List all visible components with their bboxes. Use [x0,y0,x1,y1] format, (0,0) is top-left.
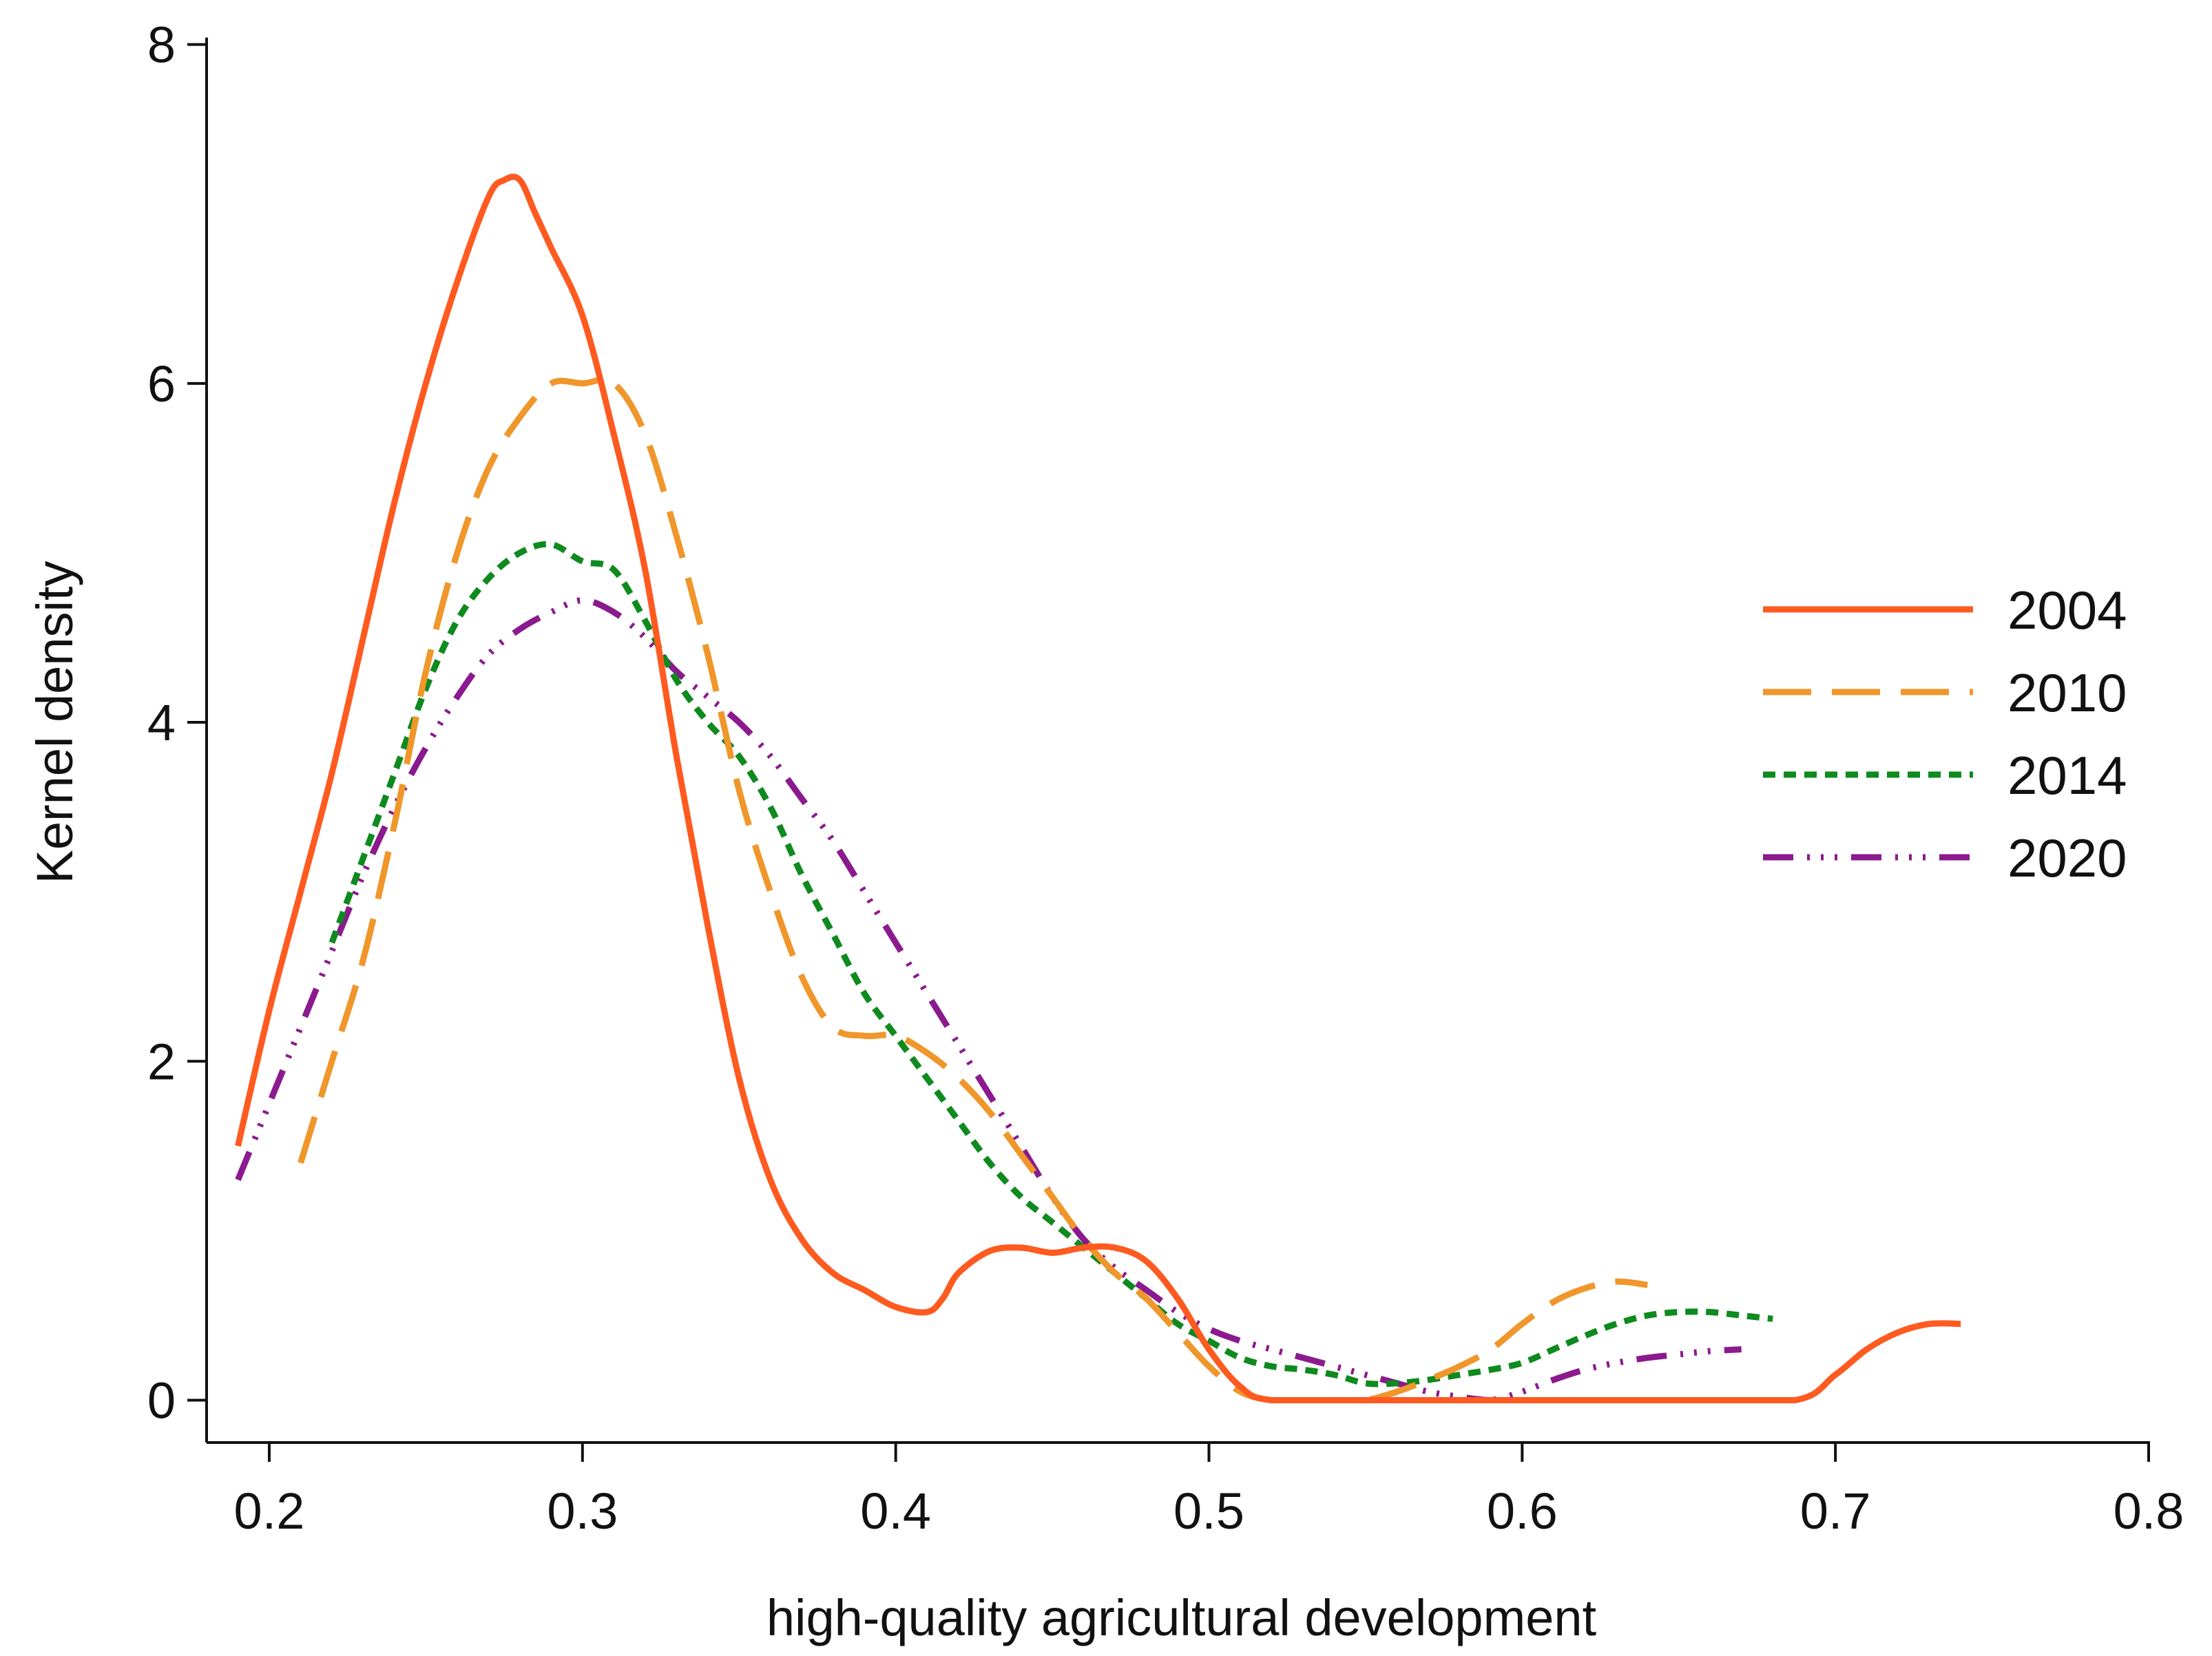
y-tick-label: 0 [147,1372,176,1429]
y-tick-label: 6 [147,355,176,412]
legend-label: 2010 [2007,662,2127,723]
series-line-2014 [328,541,1773,1387]
y-tick-label: 8 [147,17,176,74]
series-line-2010 [298,376,1648,1403]
y-axis-title: Kernel density [26,561,83,884]
legend-label: 2020 [2007,828,2127,888]
x-tick-label: 0.7 [1800,1482,1871,1540]
legend-item-2004: 2004 [1763,580,2127,640]
x-tick-label: 0.6 [1487,1482,1558,1540]
x-tick-label: 0.2 [234,1482,305,1540]
x-tick-label: 0.5 [1173,1482,1244,1540]
x-tick-label: 0.4 [860,1482,931,1540]
series-line-2004 [235,174,1961,1404]
y-axis-ticks: 0 2 4 6 8 [147,17,207,1429]
legend-item-2020: 2020 [1763,828,2127,888]
x-tick-label: 0.8 [2114,1482,2184,1540]
y-tick-label: 2 [147,1033,176,1090]
legend-item-2010: 2010 [1763,662,2127,723]
y-tick-label: 4 [147,694,176,751]
x-axis-title: high-quality agricultural development [766,1589,1597,1646]
x-axis-ticks: 0.2 0.3 0.4 0.5 0.6 0.7 0.8 [234,1443,2184,1540]
legend-item-2014: 2014 [1763,745,2127,806]
plot-area: 0.2 0.3 0.4 0.5 0.6 0.7 0.8 0 2 4 6 8 [147,17,2184,1540]
x-tick-label: 0.3 [547,1482,618,1540]
legend: 2004 2010 2014 2020 [1763,580,2127,888]
legend-label: 2004 [2007,580,2127,640]
series-group [235,174,1961,1404]
legend-label: 2014 [2007,745,2127,806]
series-line-2020 [235,597,1742,1403]
